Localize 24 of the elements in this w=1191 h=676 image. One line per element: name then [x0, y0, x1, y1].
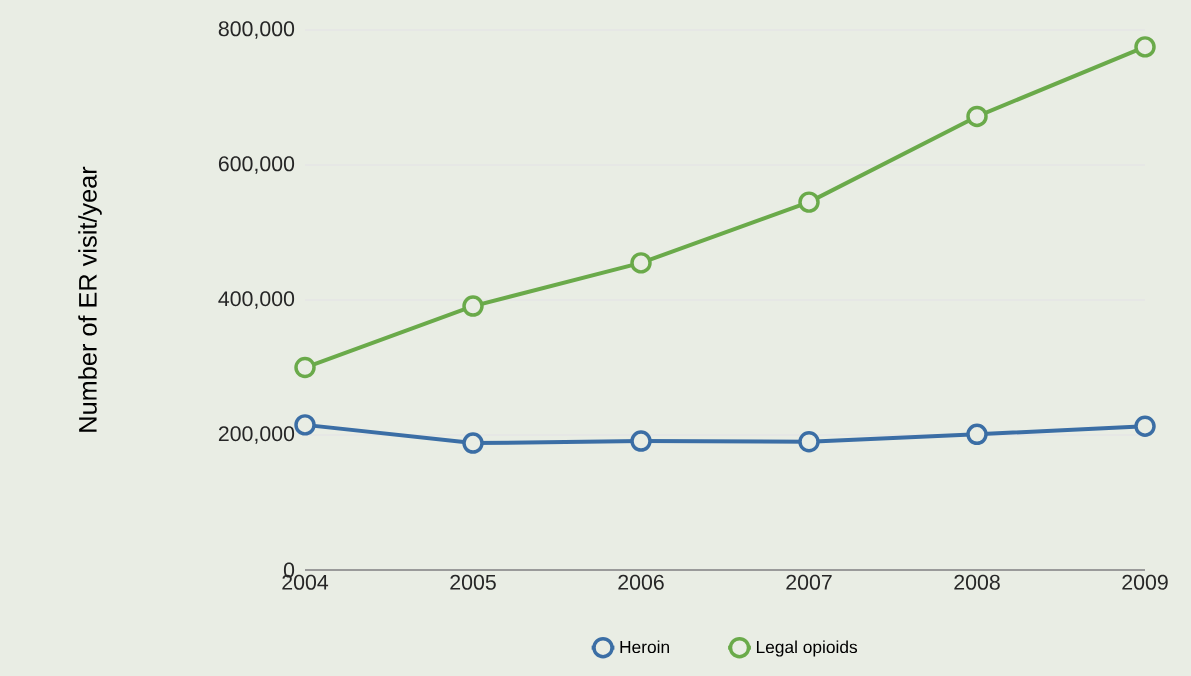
point — [462, 432, 484, 454]
y-tick-label: 800,000 — [218, 21, 295, 39]
x-tick-label: 2007 — [786, 574, 832, 590]
x-tick-label: 2005 — [450, 574, 496, 590]
point — [1134, 36, 1156, 58]
point — [966, 423, 988, 446]
y-tick-label: 200,000 — [218, 426, 295, 444]
point — [630, 252, 652, 274]
legend-label: Legal opioids — [756, 640, 858, 657]
x-tick-label: 2006 — [618, 574, 664, 590]
point — [462, 295, 484, 317]
point — [294, 414, 316, 436]
point — [966, 105, 988, 128]
y-tick-label: 400,000 — [218, 291, 295, 309]
point — [798, 191, 820, 213]
point — [630, 430, 652, 452]
y-tick-label: 600,000 — [218, 156, 295, 174]
x-tick-label: 2008 — [954, 574, 1000, 590]
x-tick-label: 2009 — [1122, 574, 1168, 590]
point — [798, 431, 820, 453]
y-axis-title: Number of ER visit/year — [78, 166, 102, 432]
point — [1134, 415, 1156, 437]
legend-label: Heroin — [620, 640, 669, 654]
point — [294, 356, 316, 379]
